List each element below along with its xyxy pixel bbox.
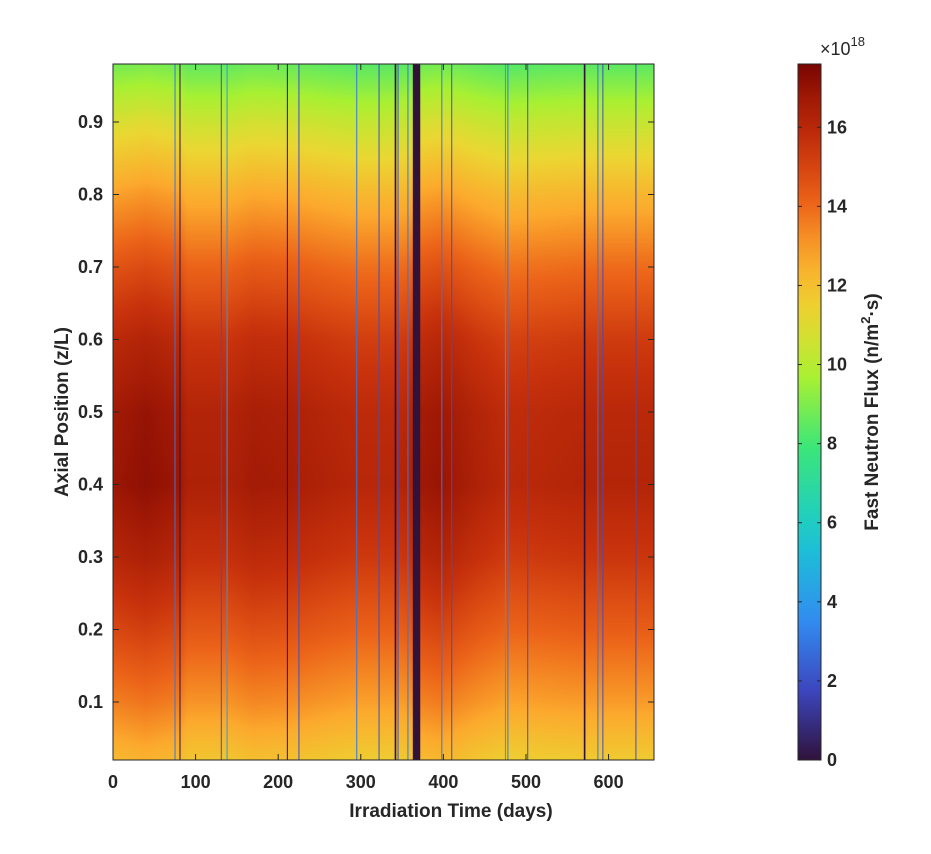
x-tick-label: 100: [181, 772, 211, 792]
outage-stripe: [527, 64, 529, 760]
y-axis-title: Axial Position (z/L): [52, 327, 73, 497]
x-tick-label: 200: [263, 772, 293, 792]
colorbar: 0 2 4 6 8 10 12 14 16 ×1018 Fast Neutron Flux (n…: [797, 34, 883, 770]
y-tick-label: 0.2: [78, 620, 103, 640]
outage-stripe: [635, 64, 637, 760]
colorbar-tick-label: 2: [827, 671, 837, 691]
outage-stripe: [397, 64, 399, 760]
outage-stripe: [220, 64, 222, 760]
x-tick-label: 600: [594, 772, 624, 792]
outage-stripe: [507, 64, 509, 760]
colorbar-title-main: Fast Neutron Flux (n/m: [862, 324, 883, 531]
colorbar-exponent-power: 18: [851, 34, 865, 49]
outage-stripe: [179, 64, 181, 760]
colorbar-tick-label: 8: [827, 434, 837, 454]
y-tick-label: 0.1: [78, 692, 103, 712]
outage-stripe: [286, 64, 288, 760]
colorbar-tick-label: 0: [827, 750, 837, 770]
colorbar-tick-label: 16: [827, 117, 847, 137]
x-axis-title: Irradiation Time (days): [349, 801, 552, 822]
y-tick-label: 0.3: [78, 547, 103, 567]
y-axis-ticks: 0.1 0.2 0.3 0.4 0.5 0.6 0.7 0.8 0.9: [78, 112, 654, 712]
x-tick-label: 500: [511, 772, 541, 792]
outage-stripe: [412, 64, 421, 760]
colorbar-gradient: [798, 64, 821, 760]
colorbar-tick-label: 6: [827, 513, 837, 533]
outage-stripe: [174, 64, 176, 760]
outage-lines: [174, 64, 637, 760]
outage-stripe: [378, 64, 380, 760]
outage-stripe: [597, 64, 599, 760]
y-tick-label: 0.4: [78, 475, 103, 495]
colorbar-title: Fast Neutron Flux (n/m2·s): [858, 293, 883, 530]
colorbar-ticks: 0 2 4 6 8 10 12 14 16: [798, 117, 847, 770]
colorbar-tick-label: 10: [827, 355, 847, 375]
outage-stripe: [602, 64, 604, 760]
colorbar-title-sup: 2: [858, 317, 873, 324]
y-tick-label: 0.9: [78, 112, 103, 132]
y-tick-label: 0.6: [78, 330, 103, 350]
y-tick-label: 0.8: [78, 185, 103, 205]
y-tick-label: 0.7: [78, 257, 103, 277]
colorbar-tick-label: 12: [827, 275, 847, 295]
colorbar-exponent: ×1018: [820, 34, 865, 59]
outage-stripe: [298, 64, 300, 760]
colorbar-exponent-base: ×10: [820, 39, 851, 59]
x-tick-label: 0: [108, 772, 118, 792]
x-tick-label: 300: [346, 772, 376, 792]
colorbar-tick-label: 4: [827, 592, 837, 612]
colorbar-frame: [797, 63, 822, 761]
outage-stripe: [504, 64, 506, 760]
heatmap-image: [113, 64, 654, 760]
colorbar-title-end: ·s): [862, 293, 883, 316]
x-tick-label: 400: [428, 772, 458, 792]
outage-stripe: [441, 64, 443, 760]
outage-stripe: [583, 64, 586, 760]
outage-stripe: [226, 64, 228, 760]
outage-stripe: [356, 64, 358, 760]
x-axis-ticks: 0 100 200 300 400 500 600: [108, 64, 624, 792]
outage-stripe: [407, 64, 409, 760]
y-tick-label: 0.5: [78, 402, 103, 422]
outage-stripe: [394, 64, 397, 760]
plot-area: [112, 63, 655, 761]
outage-stripe: [451, 64, 453, 760]
colorbar-tick-label: 14: [827, 196, 847, 216]
